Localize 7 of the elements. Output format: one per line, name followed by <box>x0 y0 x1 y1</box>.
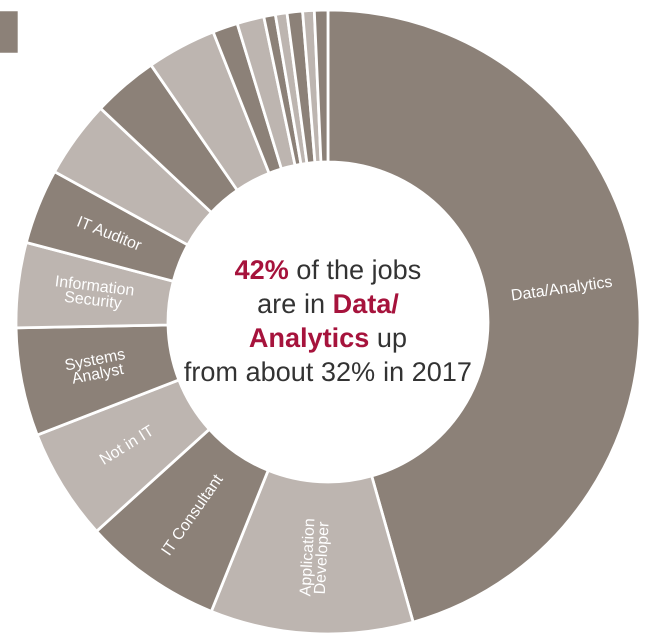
slice-label: Data/Analytics <box>511 275 613 304</box>
slice-label: Information Security <box>56 274 134 312</box>
slice-label: Not in IT <box>98 424 155 465</box>
slice-label: Systems Analyst <box>64 348 126 388</box>
text: 42% of the jobs are in Data/ Analytics up from about 32% in 2017 <box>184 259 471 382</box>
slice-label: IT Auditor <box>77 215 143 251</box>
slice-label: Application Developer <box>298 518 332 597</box>
